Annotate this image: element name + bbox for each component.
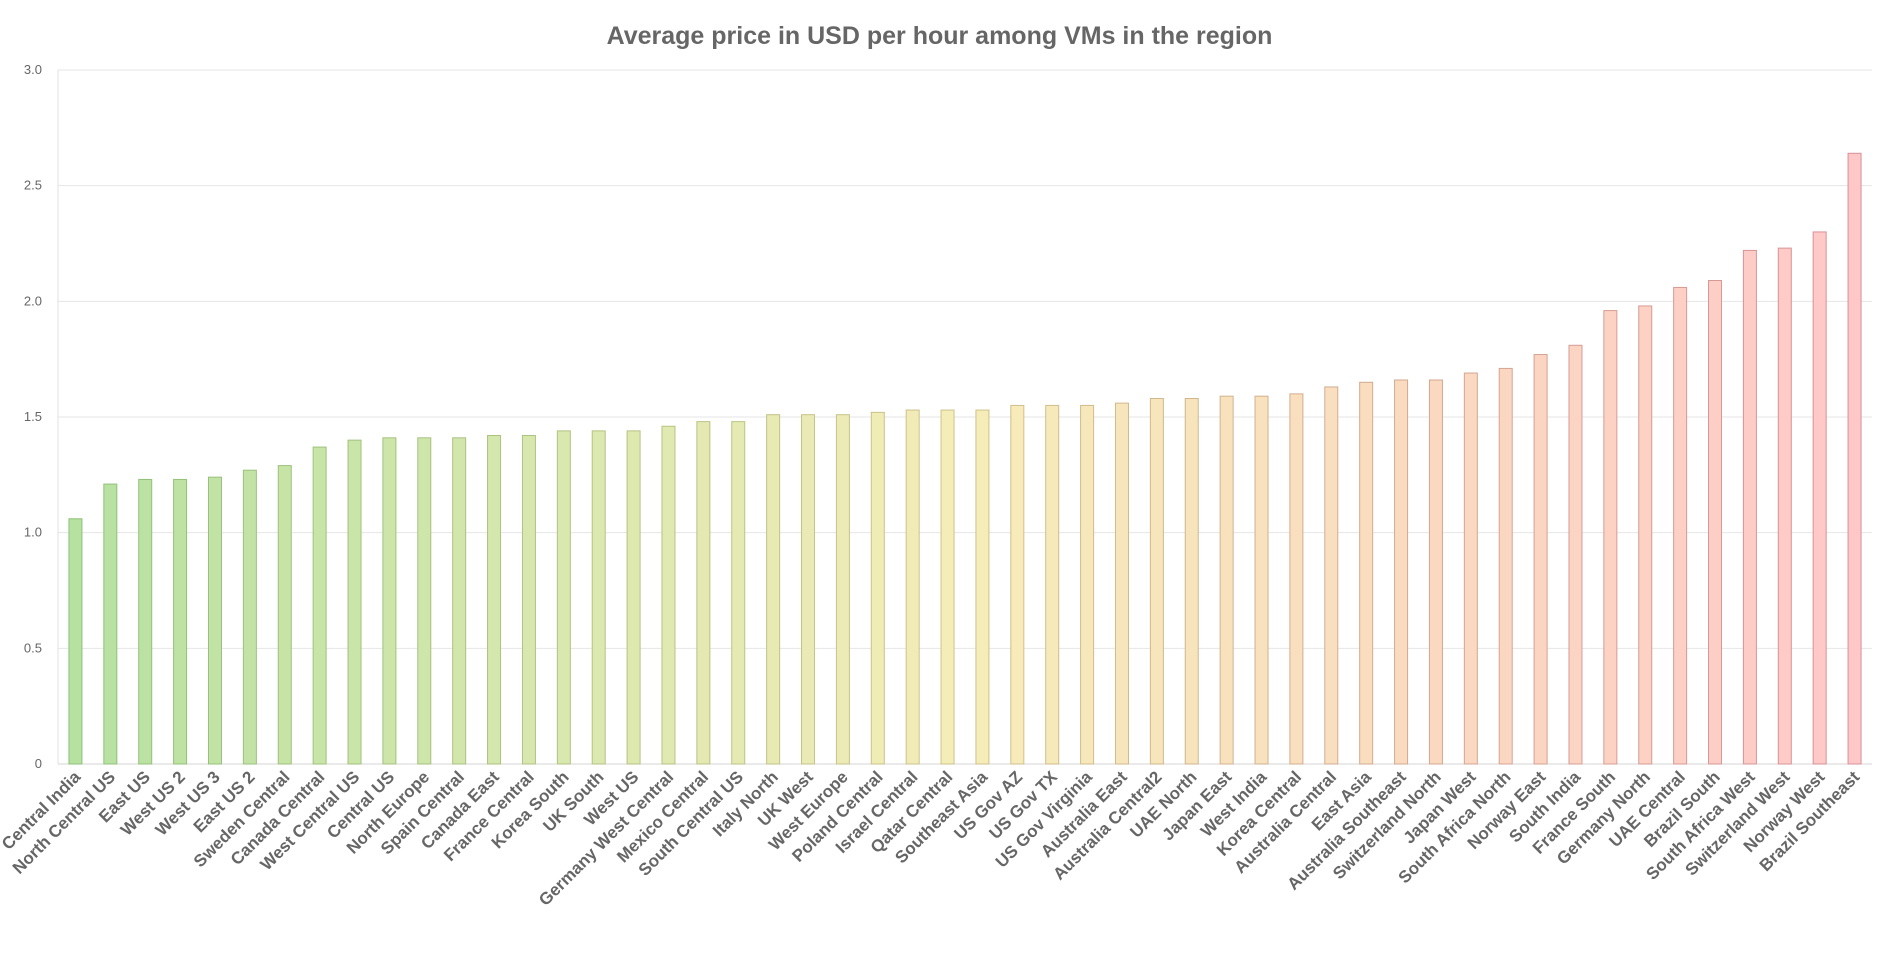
bar[interactable] bbox=[1045, 404, 1060, 765]
bar[interactable] bbox=[1603, 310, 1618, 765]
y-axis-ticks: 0 0.5 1.0 1.5 2.0 2.5 3.0 bbox=[24, 62, 42, 771]
bar[interactable] bbox=[1324, 386, 1339, 765]
bar[interactable] bbox=[975, 409, 990, 765]
bar[interactable] bbox=[661, 425, 676, 765]
bar[interactable] bbox=[521, 435, 536, 765]
chart-title: Average price in USD per hour among VMs … bbox=[606, 22, 1273, 50]
bar[interactable] bbox=[766, 414, 781, 765]
bar[interactable] bbox=[452, 437, 467, 765]
bar[interactable] bbox=[1394, 379, 1409, 765]
bar[interactable] bbox=[1708, 280, 1723, 765]
bar[interactable] bbox=[347, 439, 362, 765]
bars bbox=[68, 152, 1862, 765]
bar[interactable] bbox=[382, 437, 397, 765]
bar[interactable] bbox=[1080, 404, 1095, 765]
bar[interactable] bbox=[626, 430, 641, 765]
y-tick-label: 2.5 bbox=[24, 178, 42, 193]
bar[interactable] bbox=[173, 478, 188, 765]
bar[interactable] bbox=[801, 414, 816, 765]
bar[interactable] bbox=[1638, 305, 1653, 765]
gridlines bbox=[57, 69, 1872, 765]
bar[interactable] bbox=[277, 465, 292, 765]
bar[interactable] bbox=[905, 409, 920, 765]
bar[interactable] bbox=[940, 409, 955, 765]
bar[interactable] bbox=[1254, 395, 1269, 765]
bar[interactable] bbox=[1184, 397, 1199, 765]
bar[interactable] bbox=[1812, 231, 1827, 765]
bar[interactable] bbox=[1149, 397, 1164, 765]
y-tick-label: 1.0 bbox=[24, 525, 42, 540]
bar[interactable] bbox=[696, 421, 711, 765]
bar[interactable] bbox=[1847, 152, 1862, 765]
bar[interactable] bbox=[1777, 247, 1792, 765]
bar[interactable] bbox=[1114, 402, 1129, 765]
bar[interactable] bbox=[870, 411, 885, 765]
bar[interactable] bbox=[1742, 249, 1757, 765]
y-tick-label: 0 bbox=[35, 756, 42, 771]
bar[interactable] bbox=[312, 446, 327, 765]
bar[interactable] bbox=[835, 414, 850, 765]
bar[interactable] bbox=[207, 476, 222, 765]
bar[interactable] bbox=[591, 430, 606, 765]
bar[interactable] bbox=[1428, 379, 1443, 765]
y-tick-label: 0.5 bbox=[24, 640, 42, 655]
bar[interactable] bbox=[1568, 344, 1583, 765]
y-tick-label: 3.0 bbox=[24, 62, 42, 77]
bar[interactable] bbox=[1673, 286, 1688, 765]
bar[interactable] bbox=[68, 518, 83, 765]
bar[interactable] bbox=[1498, 367, 1513, 765]
bar[interactable] bbox=[1533, 354, 1548, 765]
y-tick-label: 1.5 bbox=[24, 409, 42, 424]
bar[interactable] bbox=[138, 478, 153, 765]
bar[interactable] bbox=[242, 469, 257, 765]
bar[interactable] bbox=[556, 430, 571, 765]
bar[interactable] bbox=[1359, 381, 1374, 765]
y-tick-label: 2.0 bbox=[24, 293, 42, 308]
bar[interactable] bbox=[1289, 393, 1304, 765]
bar[interactable] bbox=[103, 483, 118, 765]
bar[interactable] bbox=[1219, 395, 1234, 765]
bar[interactable] bbox=[731, 421, 746, 765]
bar[interactable] bbox=[1463, 372, 1478, 765]
bar[interactable] bbox=[417, 437, 432, 765]
bar[interactable] bbox=[487, 435, 502, 765]
bar[interactable] bbox=[1010, 404, 1025, 765]
